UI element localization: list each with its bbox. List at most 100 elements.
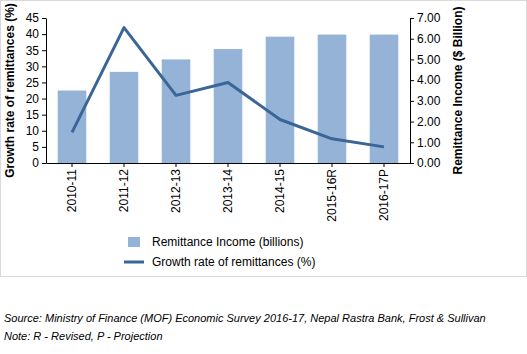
- x-axis: 2010-11 2011-12 2012-13 2013-14 2014-15 2015-…: [47, 163, 411, 222]
- tick-mark: [42, 34, 46, 35]
- tick: 2016-17P: [377, 163, 391, 221]
- tick-label: 25: [26, 76, 40, 90]
- tick-mark: [124, 163, 125, 167]
- y2-axis: 0.00 1.00 2.00 3.00 4.00 5.00 6.00 7.00: [410, 11, 441, 170]
- tick-mark: [410, 39, 414, 40]
- tick: 35: [26, 44, 46, 58]
- bar: [318, 35, 347, 163]
- tick: 25: [26, 76, 46, 90]
- tick-label: 6.00: [417, 32, 441, 46]
- tick: 2.00: [410, 115, 441, 129]
- tick: 40: [26, 27, 46, 41]
- tick: 30: [26, 60, 46, 74]
- tick-label: 0.00: [417, 156, 441, 170]
- tick-label: 2014-15: [273, 169, 287, 213]
- tick-mark: [280, 163, 281, 167]
- bar: [110, 72, 139, 163]
- bar: [214, 49, 243, 163]
- axis-line: [46, 19, 47, 164]
- tick-label: 2011-12: [117, 169, 131, 212]
- legend-item: Remittance Income (billions): [128, 235, 303, 249]
- tick-label: 5.00: [417, 53, 441, 67]
- chart: 0 5 10 15 20 25 30 35 40 45 0.00 1.00 2.00 3.00 4.00 5.…: [0, 0, 527, 354]
- tick-mark: [42, 82, 46, 83]
- legend-swatch: [128, 237, 140, 247]
- tick: 20: [26, 92, 46, 106]
- tick: 2014-15: [273, 163, 287, 213]
- tick: 2012-13: [169, 163, 183, 213]
- tick: 45: [26, 11, 46, 25]
- tick: 5.00: [410, 53, 441, 67]
- tick-label: 45: [26, 11, 40, 25]
- tick-label: 2015-16R: [325, 169, 339, 222]
- legend: Remittance Income (billions) Growth rate …: [124, 235, 315, 269]
- tick-mark: [42, 115, 46, 116]
- tick-label: 2013-14: [221, 169, 235, 213]
- tick-mark: [42, 50, 46, 51]
- tick: 4.00: [410, 73, 441, 87]
- tick-mark: [42, 66, 46, 67]
- tick-mark: [410, 101, 414, 102]
- tick: 3.00: [410, 94, 441, 108]
- bar: [162, 59, 191, 163]
- tick-label: 10: [26, 124, 40, 138]
- tick-label: 3.00: [417, 94, 441, 108]
- annotation: Source: Ministry of Finance (MOF) Econom…: [4, 312, 486, 324]
- tick-label: 7.00: [417, 11, 441, 25]
- tick-mark: [410, 122, 414, 123]
- tick-mark: [410, 80, 414, 81]
- tick: 0: [32, 156, 46, 170]
- tick-label: 30: [26, 60, 40, 74]
- tick-mark: [410, 163, 414, 164]
- axis-title: Growth rate of remittances (%): [3, 3, 17, 178]
- tick-label: 1.00: [417, 136, 441, 150]
- tick-label: 2010-11: [65, 169, 79, 212]
- bar: [58, 91, 87, 164]
- tick-label: 20: [26, 92, 40, 106]
- legend-swatch: [124, 261, 144, 264]
- tick-mark: [42, 131, 46, 132]
- legend-label: Remittance Income (billions): [152, 235, 303, 249]
- tick: 2011-12: [117, 163, 131, 212]
- chart-frame: [1, 1, 527, 277]
- bar: [370, 35, 399, 163]
- tick: 2013-14: [221, 163, 235, 213]
- tick-mark: [176, 163, 177, 167]
- tick-label: 2016-17P: [377, 169, 391, 221]
- tick: 1.00: [410, 136, 441, 150]
- tick-label: 15: [26, 108, 40, 122]
- tick-label: 40: [26, 27, 40, 41]
- tick-label: 0: [32, 156, 39, 170]
- tick: 7.00: [410, 11, 441, 25]
- tick-mark: [42, 99, 46, 100]
- bar: [266, 37, 295, 163]
- tick: 15: [26, 108, 46, 122]
- tick-mark: [42, 147, 46, 148]
- legend-item: Growth rate of remittances (%): [124, 255, 315, 269]
- tick-label: 4.00: [417, 73, 441, 87]
- tick-mark: [410, 142, 414, 143]
- y-axis: 0 5 10 15 20 25 30 35 40 45: [26, 11, 47, 170]
- tick: 2010-11: [65, 163, 79, 212]
- line: [72, 28, 384, 147]
- tick: 10: [26, 124, 46, 138]
- annotation: Note: R - Revised, P - Projection: [4, 330, 163, 342]
- tick: 5: [32, 140, 46, 154]
- tick-mark: [42, 18, 46, 19]
- tick-mark: [72, 163, 73, 167]
- tick: 0.00: [410, 156, 441, 170]
- tick-mark: [384, 163, 385, 167]
- plot-area: [58, 28, 399, 163]
- tick-mark: [410, 59, 414, 60]
- tick-mark: [410, 18, 414, 19]
- tick: 2015-16R: [325, 163, 339, 222]
- tick: 6.00: [410, 32, 441, 46]
- tick-mark: [228, 163, 229, 167]
- axis-line: [410, 19, 411, 164]
- legend-label: Growth rate of remittances (%): [152, 255, 315, 269]
- tick-mark: [42, 163, 46, 164]
- axis-title: Remittance Income ($ Billion): [451, 6, 465, 174]
- tick-label: 2012-13: [169, 169, 183, 213]
- tick-label: 2.00: [417, 115, 441, 129]
- tick-mark: [332, 163, 333, 167]
